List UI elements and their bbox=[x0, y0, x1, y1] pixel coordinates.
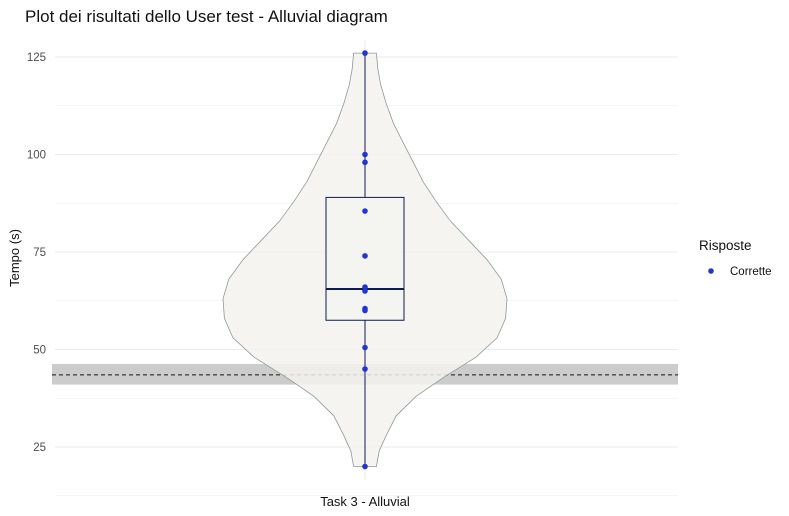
data-point bbox=[362, 253, 368, 259]
legend-key bbox=[708, 268, 714, 274]
data-point bbox=[362, 307, 368, 314]
points-layer bbox=[362, 50, 368, 470]
x-tick-labels: Task 3 - Alluvial bbox=[320, 494, 410, 509]
legend-title: Risposte bbox=[699, 238, 752, 253]
y-tick-label: 125 bbox=[27, 52, 46, 64]
y-tick-label: 25 bbox=[33, 442, 46, 454]
legend-label: Corrette bbox=[730, 266, 772, 278]
y-tick-label: 100 bbox=[27, 150, 46, 162]
y-tick-label: 50 bbox=[33, 345, 46, 357]
data-point bbox=[362, 50, 368, 56]
data-point bbox=[362, 159, 368, 166]
data-point bbox=[362, 366, 368, 372]
y-tick-label: 75 bbox=[33, 247, 46, 259]
legend: Corrette bbox=[708, 266, 772, 278]
y-tick-labels: 25 50 75 100 125 bbox=[27, 52, 46, 454]
data-point bbox=[362, 344, 368, 351]
data-point bbox=[362, 208, 368, 214]
data-point bbox=[362, 151, 368, 158]
data-point bbox=[362, 284, 368, 290]
data-point bbox=[362, 288, 368, 294]
chart-title: Plot dei risultati dello User test - All… bbox=[25, 7, 388, 26]
x-tick-label: Task 3 - Alluvial bbox=[320, 494, 410, 509]
y-axis-label: Tempo (s) bbox=[7, 229, 22, 287]
data-point bbox=[362, 463, 368, 470]
box-iqr bbox=[325, 196, 405, 321]
